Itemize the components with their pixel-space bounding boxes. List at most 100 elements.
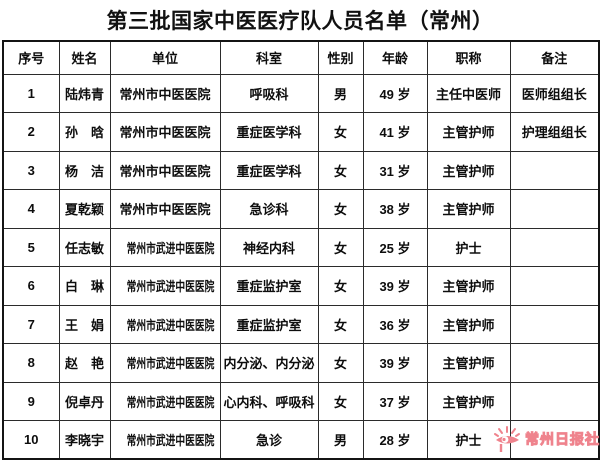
- cell-text: 25 岁: [379, 240, 411, 256]
- cell-unit: 常州市武进中医医院: [109, 266, 221, 306]
- cell-gender: 女: [317, 150, 364, 190]
- cell-text: 女: [333, 125, 347, 141]
- cell-department: 心内科、呼吸科: [219, 381, 319, 421]
- cell-text: 男: [333, 433, 347, 448]
- cell-age: 31 岁: [362, 150, 428, 190]
- cell-text: 10: [24, 432, 39, 447]
- cell-text: 常州市中医医院: [119, 202, 211, 218]
- table-row: 10 李晓宇 常州市武进中医医院 急诊 男 28 岁 护士: [2, 420, 600, 460]
- column-header-index: 序号: [2, 40, 60, 75]
- cell-unit: 常州市武进中医医院: [109, 304, 221, 344]
- column-header-remark: 备注: [509, 40, 600, 75]
- cell-unit: 常州市中医医院: [109, 112, 221, 152]
- cell-gender: 女: [317, 189, 364, 229]
- cell-text: 重症监护室: [236, 279, 302, 295]
- cell-text: 任志敏: [64, 240, 104, 256]
- cell-text: 医师组组长: [521, 86, 587, 102]
- cell-title: 主管护师: [426, 266, 511, 306]
- cell-title: 主管护师: [426, 112, 511, 152]
- cell-unit: 常州市武进中医医院: [109, 381, 221, 421]
- cell-text: 男: [333, 86, 347, 102]
- cell-text: 孙 晗: [64, 125, 104, 141]
- cell-text: 女: [333, 394, 347, 410]
- cell-title: 主管护师: [426, 304, 511, 344]
- cell-title: 主管护师: [426, 189, 511, 229]
- cell-index: 10: [2, 420, 60, 460]
- cell-remark: [509, 266, 600, 306]
- cell-department: 重症医学科: [219, 150, 319, 190]
- cell-unit: 常州市武进中医医院: [109, 227, 221, 267]
- cell-text: 5: [27, 239, 35, 255]
- cell-department: 急诊: [219, 420, 319, 460]
- table-row: 6 白 琳 常州市武进中医医院 重症监护室 女 39 岁 主管护师: [2, 266, 600, 306]
- cell-text: 常州市武进中医医院: [126, 433, 214, 448]
- cell-age: 36 岁: [362, 304, 428, 344]
- cell-title: 护士: [426, 420, 511, 460]
- cell-text: 1: [27, 85, 35, 101]
- cell-text: 急诊科: [249, 202, 289, 218]
- cell-remark: [509, 189, 600, 229]
- cell-text: 重症医学科: [236, 163, 302, 179]
- table-row: 2 孙 晗常州市中医医院 重症医学科 女 41 岁 主管护师 护理组组长: [2, 112, 600, 152]
- table-row: 7 王 娟 常州市武进中医医院 重症监护室 女 36 岁 主管护师: [2, 304, 600, 344]
- cell-text: 心内科、呼吸科: [223, 394, 315, 410]
- cell-text: 36 岁: [379, 317, 411, 333]
- cell-text: 内分泌、内分泌: [223, 356, 315, 372]
- cell-name: 任志敏: [58, 227, 111, 267]
- cell-department: 重症监护室: [219, 304, 319, 344]
- cell-text: 陆炜青: [64, 86, 104, 102]
- cell-text: 女: [333, 356, 347, 372]
- column-header-name: 姓名: [58, 40, 111, 75]
- cell-text: 常州市武进中医医院: [126, 240, 214, 256]
- cell-text: 49 岁: [379, 86, 411, 102]
- cell-age: 41 岁: [362, 112, 428, 152]
- cell-text: 7: [27, 316, 35, 332]
- cell-department: 神经内科: [219, 227, 319, 267]
- cell-gender: 女: [317, 381, 364, 421]
- cell-text: 主管护师: [442, 279, 495, 295]
- cell-remark: [509, 381, 600, 421]
- cell-text: 呼吸科: [249, 86, 289, 102]
- cell-text: 常州市武进中医医院: [126, 317, 214, 333]
- cell-remark: 护理组组长: [509, 112, 600, 152]
- cell-text: 3: [27, 162, 35, 178]
- table-header-row: 序号 姓名 单位 科室 性别 年龄 职称 备注: [2, 40, 600, 75]
- cell-text: 李晓宇: [64, 433, 104, 448]
- cell-text: 主管护师: [442, 125, 495, 141]
- cell-remark: 医师组组长: [509, 73, 600, 113]
- cell-text: 常州市中医医院: [119, 86, 211, 102]
- cell-remark: [509, 304, 600, 344]
- cell-unit: 常州市武进中医医院: [109, 343, 221, 383]
- cell-gender: 女: [317, 112, 364, 152]
- cell-department: 呼吸科: [219, 73, 319, 113]
- table-row: 5 任志敏 常州市武进中医医院 神经内科 女 25 岁 护士: [2, 227, 600, 267]
- cell-text: 39 岁: [379, 356, 411, 372]
- cell-text: 重症监护室: [236, 317, 302, 333]
- cell-text: 9: [27, 393, 35, 409]
- cell-gender: 男: [317, 73, 364, 113]
- cell-text: 主管护师: [442, 202, 495, 218]
- cell-name: 王 娟: [58, 304, 111, 344]
- cell-text: 主管护师: [442, 394, 495, 410]
- cell-text: 主任中医师: [435, 86, 501, 102]
- cell-unit: 常州市中医医院: [109, 189, 221, 229]
- cell-name: 陆炜青: [58, 73, 111, 113]
- column-header-age: 年龄: [362, 40, 428, 75]
- cell-text: 2: [27, 124, 35, 140]
- cell-text: 重症医学科: [236, 125, 302, 141]
- cell-text: 护士: [455, 240, 482, 256]
- cell-name: 倪卓丹: [58, 381, 111, 421]
- cell-remark: [509, 150, 600, 190]
- cell-text: 37 岁: [379, 394, 411, 410]
- cell-name: 夏乾颖: [58, 189, 111, 229]
- cell-unit: 常州市中医医院: [109, 73, 221, 113]
- cell-age: 38 岁: [362, 189, 428, 229]
- cell-text: 常州市武进中医医院: [126, 279, 214, 295]
- cell-title: 主任中医师: [426, 73, 511, 113]
- cell-text: 6: [27, 278, 35, 294]
- cell-text: 39 岁: [379, 279, 411, 295]
- column-header-unit: 单位: [109, 40, 221, 75]
- cell-text: 白 琳: [64, 279, 104, 295]
- column-header-department: 科室: [219, 40, 319, 75]
- cell-remark: [509, 343, 600, 383]
